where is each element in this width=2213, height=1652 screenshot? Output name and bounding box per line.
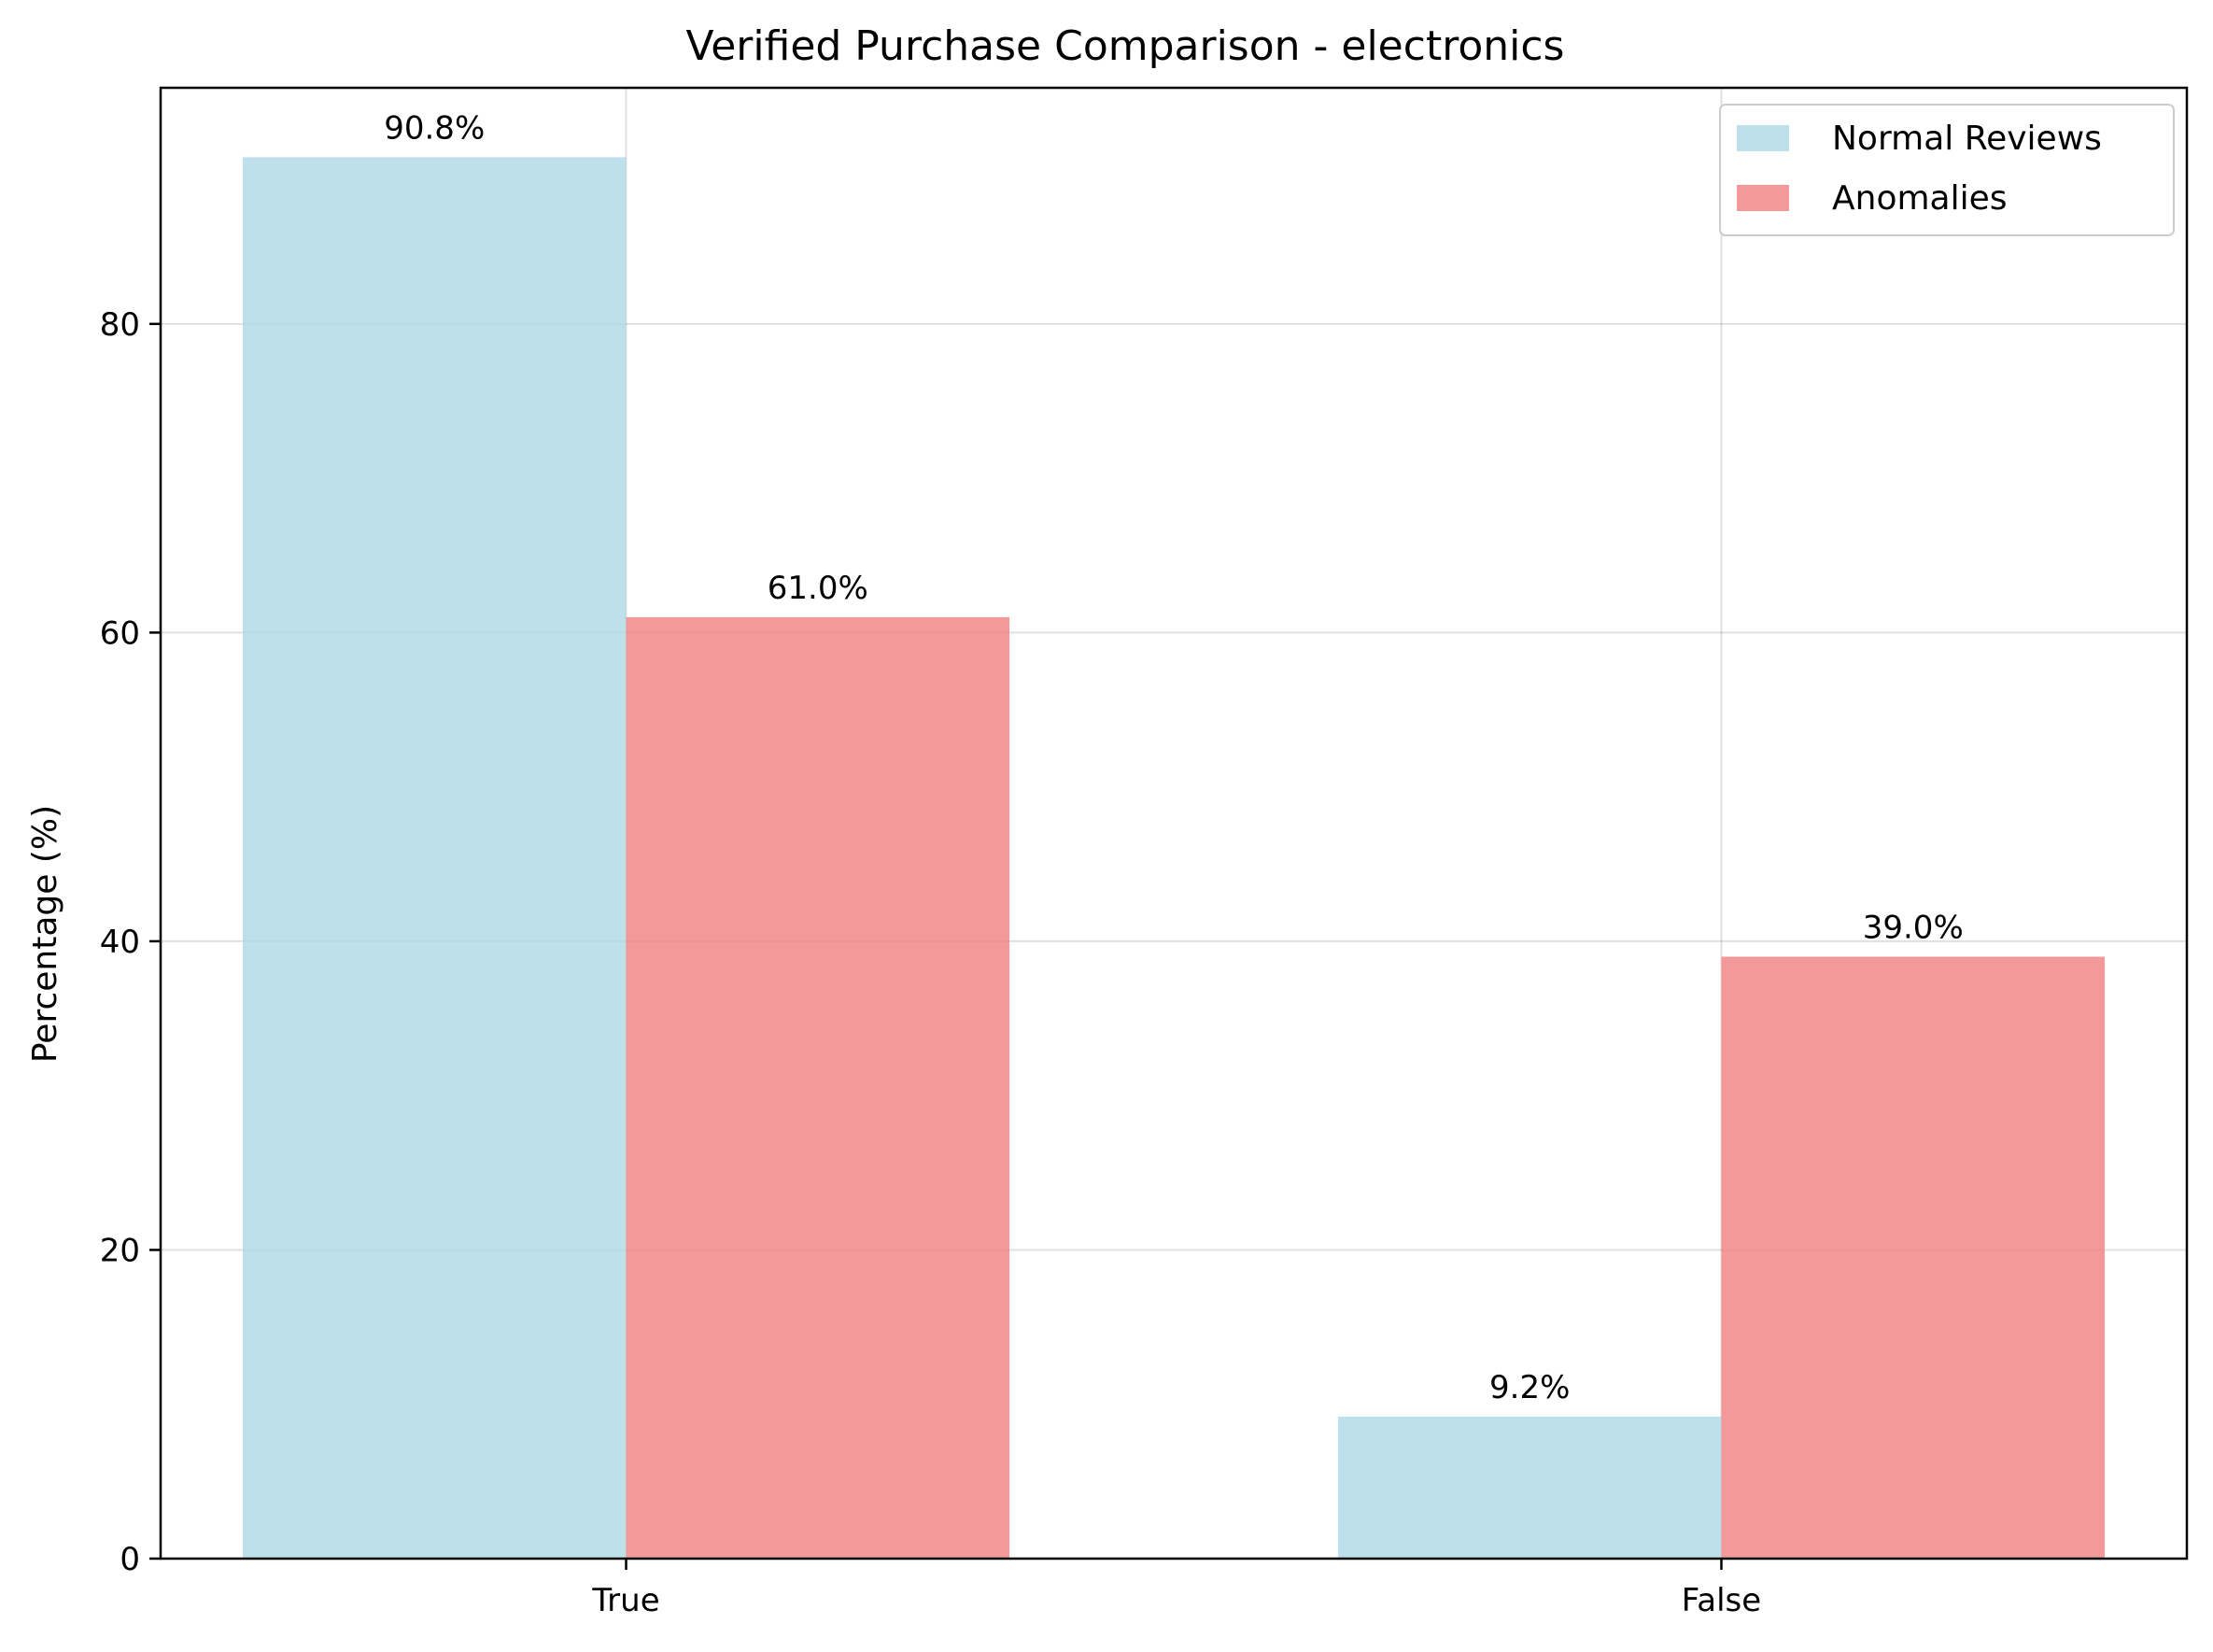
legend-box xyxy=(1719,104,2175,236)
x-tick-label: True xyxy=(591,1582,659,1619)
y-tick-label: 0 xyxy=(120,1541,140,1578)
bars xyxy=(242,157,2106,1560)
y-axis-label: Percentage (%) xyxy=(26,805,64,1063)
legend-label: Anomalies xyxy=(1832,179,2008,218)
bar-anomalies-false xyxy=(1721,956,2106,1559)
axes: 0 20 40 60 80 True False xyxy=(100,86,2189,1619)
data-label: 61.0% xyxy=(768,570,868,607)
data-label: 90.8% xyxy=(384,109,485,147)
legend-swatch xyxy=(1737,185,1789,211)
legend-swatch xyxy=(1737,125,1789,151)
legend-label: Normal Reviews xyxy=(1832,120,2102,158)
plot-frame xyxy=(159,86,2189,1560)
y-tick-label: 20 xyxy=(100,1232,140,1269)
legend: Normal Reviews Anomalies xyxy=(1719,104,2175,236)
bar-normal-reviews-false xyxy=(1337,1416,1722,1559)
data-labels: 90.8% 9.2% 61.0% 39.0% xyxy=(384,109,1964,1406)
data-label: 9.2% xyxy=(1489,1369,1570,1406)
data-label: 39.0% xyxy=(1863,909,1964,946)
y-tick-label: 40 xyxy=(100,924,140,961)
bar-anomalies-true xyxy=(626,616,1010,1559)
y-tick-label: 80 xyxy=(100,306,140,344)
y-tick-label: 60 xyxy=(100,614,140,652)
x-tick-label: False xyxy=(1682,1582,1761,1619)
bar-normal-reviews-true xyxy=(242,157,627,1560)
chart-title: Verified Purchase Comparison - electroni… xyxy=(686,22,1565,70)
